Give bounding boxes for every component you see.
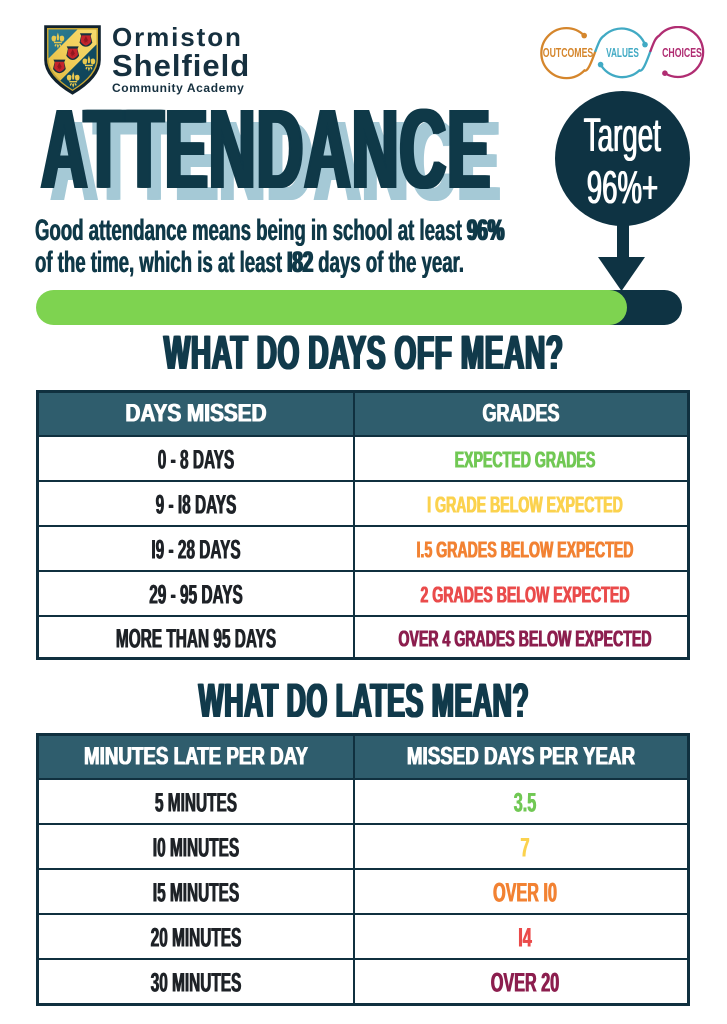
svg-text:OUTCOMES: OUTCOMES [543, 47, 593, 61]
svg-text:CHOICES: CHOICES [662, 47, 702, 61]
svg-text:VALUES: VALUES [606, 46, 639, 60]
